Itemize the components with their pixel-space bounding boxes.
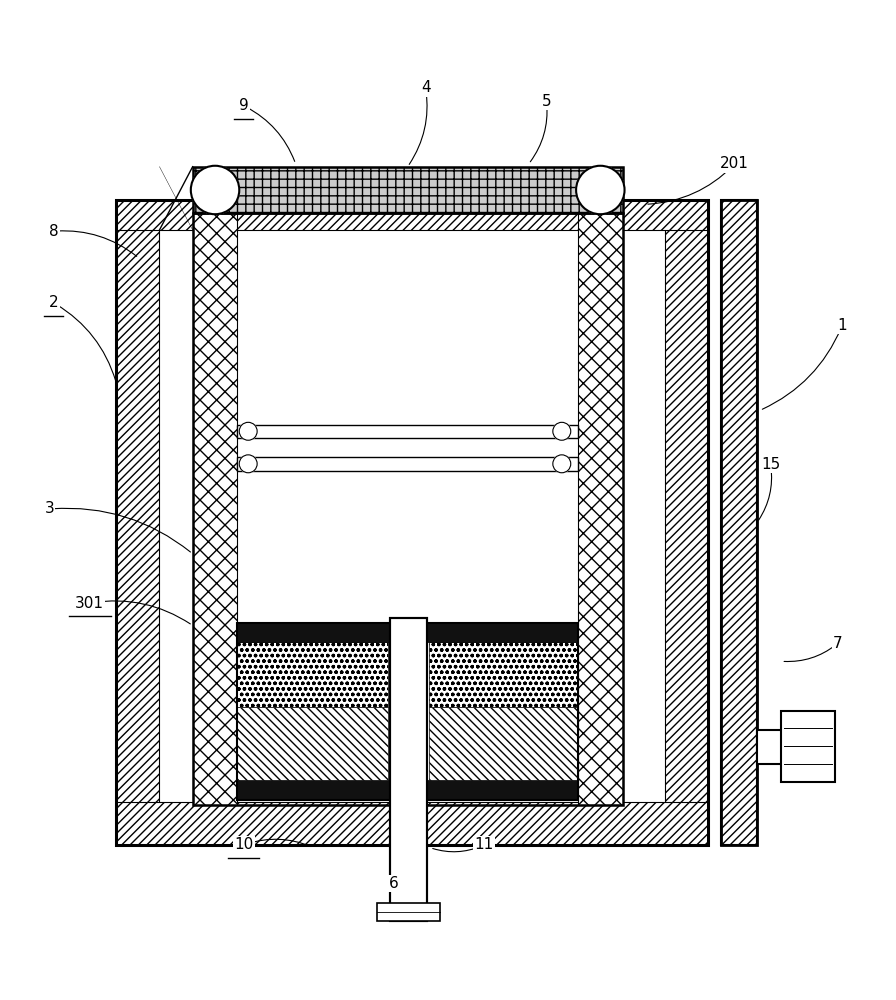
- Text: 7: 7: [833, 636, 842, 651]
- Bar: [665, 200, 708, 845]
- Bar: [116, 200, 159, 845]
- Text: 15: 15: [761, 457, 780, 472]
- Bar: [721, 200, 757, 845]
- Bar: [578, 213, 623, 805]
- Bar: [757, 730, 784, 764]
- Bar: [781, 711, 835, 782]
- Bar: [429, 642, 578, 707]
- Bar: [237, 457, 578, 471]
- Text: 10: 10: [234, 837, 254, 852]
- Bar: [193, 213, 623, 805]
- Text: 5: 5: [542, 94, 551, 109]
- Bar: [237, 425, 578, 438]
- Bar: [237, 642, 388, 707]
- Text: 2: 2: [49, 295, 58, 310]
- Circle shape: [239, 422, 257, 440]
- Bar: [237, 623, 578, 800]
- Circle shape: [191, 166, 239, 214]
- Bar: [237, 707, 388, 780]
- Circle shape: [553, 455, 571, 473]
- Bar: [193, 167, 623, 213]
- Text: 11: 11: [474, 837, 494, 852]
- Circle shape: [576, 166, 625, 214]
- Text: 8: 8: [49, 224, 58, 239]
- Bar: [116, 200, 708, 845]
- Bar: [390, 618, 400, 921]
- Text: 9: 9: [239, 98, 248, 113]
- Bar: [193, 213, 237, 805]
- Circle shape: [239, 455, 257, 473]
- Bar: [429, 707, 578, 780]
- Bar: [116, 802, 708, 845]
- Text: 4: 4: [421, 80, 430, 95]
- Text: 301: 301: [75, 596, 104, 611]
- Bar: [418, 618, 427, 921]
- Bar: [390, 618, 427, 921]
- Text: 3: 3: [45, 501, 54, 516]
- Text: 6: 6: [390, 876, 399, 891]
- Text: 201: 201: [720, 156, 749, 171]
- Bar: [377, 903, 440, 921]
- Bar: [721, 200, 757, 845]
- Text: 1: 1: [838, 318, 847, 333]
- Bar: [237, 780, 578, 800]
- Bar: [116, 200, 708, 230]
- Circle shape: [553, 422, 571, 440]
- Bar: [193, 167, 623, 213]
- Bar: [390, 618, 427, 921]
- Bar: [237, 623, 578, 642]
